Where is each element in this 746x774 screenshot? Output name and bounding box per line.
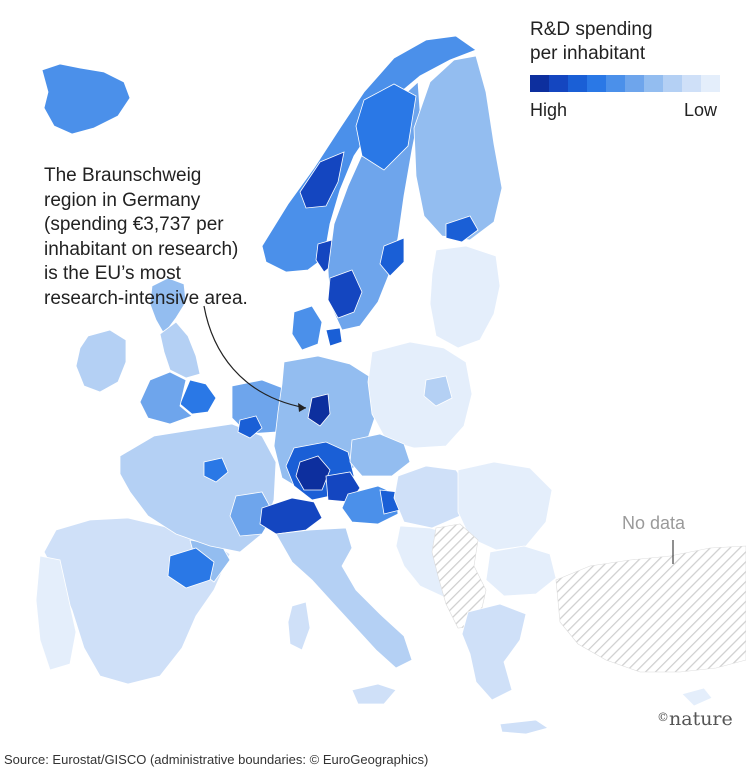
region-north-sweden xyxy=(355,83,417,171)
region-denmark xyxy=(291,305,323,351)
region-copenhagen xyxy=(325,327,343,347)
annotation-arrow xyxy=(203,305,307,409)
region-braunschweig xyxy=(307,393,331,427)
legend-swatch xyxy=(625,75,644,92)
legend-swatch xyxy=(682,75,701,92)
region-czechia xyxy=(349,433,411,477)
region-greece xyxy=(461,603,527,701)
region-bulgaria xyxy=(485,545,557,597)
annotation-line: region in Germany xyxy=(44,189,201,211)
region-netherlands-south xyxy=(237,415,263,439)
legend-swatch xyxy=(587,75,606,92)
legend-swatch xyxy=(530,75,549,92)
region-crete xyxy=(499,719,549,735)
region-romania xyxy=(457,461,553,551)
region-portugal xyxy=(35,555,77,671)
legend-swatch xyxy=(701,75,720,92)
region-turkey-nodata xyxy=(555,545,746,673)
annotation-text: The Braunschweig region in Germany (spen… xyxy=(44,164,274,311)
annotation-line: inhabitant on research) xyxy=(44,238,239,260)
annotation-arrowhead xyxy=(298,403,306,412)
region-madrid xyxy=(167,547,215,589)
region-paris xyxy=(203,457,229,483)
region-england-north xyxy=(159,321,201,379)
legend-swatch xyxy=(644,75,663,92)
legend-swatch xyxy=(606,75,625,92)
region-sardinia xyxy=(287,601,311,651)
region-switzerland xyxy=(259,497,323,535)
brand-text: nature xyxy=(669,708,733,730)
legend-swatch xyxy=(568,75,587,92)
legend-title-line1: R&D spending xyxy=(530,19,653,40)
annotation-line: (spending €3,737 per xyxy=(44,214,224,235)
copyright-mark: © xyxy=(657,710,669,724)
region-italy xyxy=(275,527,413,669)
region-poland xyxy=(367,341,473,449)
region-ireland xyxy=(75,329,127,393)
legend-title-line2: per inhabitant xyxy=(530,43,646,64)
region-west-sweden xyxy=(327,269,363,319)
annotation-line: is the EU’s most xyxy=(44,263,181,284)
nature-logo: ©nature xyxy=(657,708,733,730)
legend-swatch xyxy=(549,75,568,92)
legend-low-label: Low xyxy=(684,100,718,120)
region-iceland xyxy=(41,63,131,135)
region-scotland xyxy=(149,277,187,335)
legend-swatch xyxy=(663,75,682,92)
region-stuttgart xyxy=(295,455,331,491)
region-baltics xyxy=(429,245,501,349)
legend-title: R&D spending per inhabitant xyxy=(530,18,730,66)
region-england-east xyxy=(179,379,217,415)
region-finland xyxy=(413,55,503,241)
region-england-south xyxy=(139,371,193,425)
legend-high-label: High xyxy=(530,100,568,120)
region-cyprus xyxy=(681,687,713,707)
no-data-label: No data xyxy=(622,513,686,533)
region-helsinki xyxy=(445,215,479,243)
region-stockholm xyxy=(379,237,405,277)
source-note: Source: Eurostat/GISCO (administrative b… xyxy=(4,752,429,767)
region-warsaw xyxy=(423,375,453,407)
region-sicily xyxy=(351,683,397,705)
region-norway xyxy=(261,35,477,273)
region-trondelag xyxy=(299,151,345,209)
annotation-line: The Braunschweig xyxy=(44,165,202,186)
legend-color-scale xyxy=(530,75,720,92)
annotation-line: research-intensive area. xyxy=(44,287,248,309)
